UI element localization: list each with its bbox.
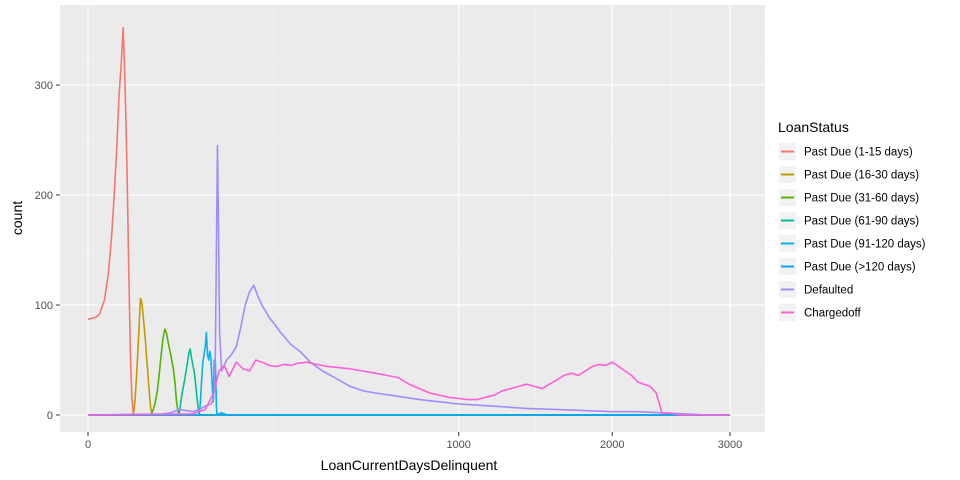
y-axis: 0 100 200 300 [35, 80, 60, 422]
x-tick-label: 0 [85, 439, 91, 451]
legend-label-past-due-120-days: Past Due (>120 days) [804, 262, 916, 274]
legend-label-chargedoff: Chargedoff [804, 308, 861, 320]
legend-items: Past Due (1-15 days) Past Due (16-30 days… [779, 143, 926, 321]
series-line-past-due-31-60-days [88, 328, 731, 416]
series-line-past-due-16-30-days [88, 297, 731, 416]
legend-title: LoanStatus [778, 119, 849, 135]
series-layer [87, 27, 731, 416]
y-axis-title: count [9, 201, 25, 235]
x-axis: 0 1000 2000 3000 [85, 432, 742, 451]
legend-label-past-due-16-30-days: Past Due (16-30 days) [804, 170, 919, 182]
y-tick-label: 300 [35, 80, 53, 92]
legend: LoanStatus Past Due (1-15 days)Past Due … [778, 119, 926, 321]
grid-minor [60, 5, 765, 432]
y-tick-label: 100 [35, 300, 53, 312]
series-line-past-due-61-90-days [88, 348, 731, 416]
legend-label-defaulted: Defaulted [804, 285, 853, 297]
x-tick-label: 3000 [718, 439, 742, 451]
series-line-past-due-120-days [88, 412, 731, 416]
series-line-past-due-1-15-days [87, 27, 731, 416]
legend-label-past-due-91-120-days: Past Due (91-120 days) [804, 239, 926, 251]
series-line-chargedoff [87, 359, 731, 416]
legend-label-past-due-1-15-days: Past Due (1-15 days) [804, 147, 913, 159]
x-tick-label: 2000 [600, 439, 624, 451]
series-line-defaulted [87, 144, 731, 416]
y-tick-label: 0 [47, 410, 53, 422]
plot-panel [60, 5, 765, 432]
legend-label-past-due-61-90-days: Past Due (61-90 days) [804, 216, 919, 228]
y-tick-label: 200 [35, 190, 53, 202]
x-axis-title: LoanCurrentDaysDelinquent [321, 457, 498, 473]
legend-label-past-due-31-60-days: Past Due (31-60 days) [804, 193, 919, 205]
x-tick-label: 1000 [446, 439, 470, 451]
